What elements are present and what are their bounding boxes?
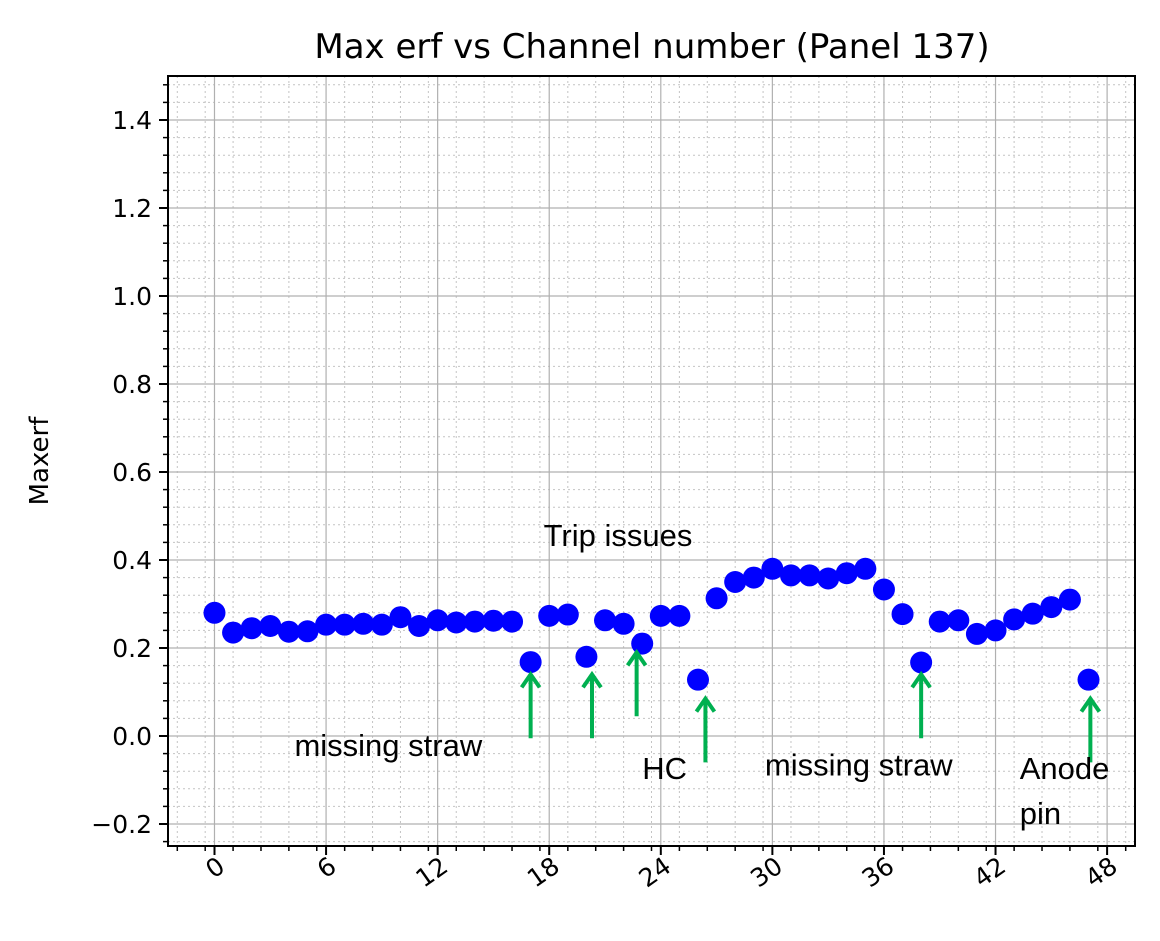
data-points xyxy=(203,557,1100,691)
x-tick-label: 42 xyxy=(968,851,1011,893)
annotation-arrow xyxy=(1079,695,1102,763)
data-point xyxy=(649,604,672,627)
data-point xyxy=(408,615,431,637)
data-point xyxy=(631,632,654,655)
y-tick-label: 1.2 xyxy=(112,194,152,223)
data-point xyxy=(1021,602,1044,625)
data-point xyxy=(854,557,877,580)
minor-grid xyxy=(168,76,1135,846)
y-tick-label: −0.2 xyxy=(91,810,152,839)
data-point xyxy=(1058,588,1081,611)
data-point xyxy=(798,564,821,587)
y-tick-labels: −0.2 0.0 0.2 0.4 0.6 0.8 1.0 1.2 1.4 xyxy=(91,106,152,839)
data-point xyxy=(705,587,728,610)
x-tick-labels: 0 6 12 18 24 30 36 42 48 xyxy=(200,851,1122,893)
data-point xyxy=(965,622,988,645)
x-tick-label: 18 xyxy=(522,851,565,893)
annotation-arrow xyxy=(910,670,932,739)
data-point xyxy=(1040,596,1063,619)
data-point xyxy=(947,609,970,632)
annotation-label: HC xyxy=(642,751,687,786)
data-point xyxy=(686,668,709,691)
annotation-label: missing straw xyxy=(294,728,482,763)
data-point xyxy=(482,609,505,632)
y-tick-label: 1.0 xyxy=(112,282,152,311)
data-point xyxy=(240,617,263,640)
y-tick-label: 1.4 xyxy=(112,106,152,135)
data-point xyxy=(910,651,933,674)
y-tick-label: 0.0 xyxy=(112,722,152,751)
data-point xyxy=(612,612,635,635)
data-point xyxy=(222,621,245,644)
plot-frame xyxy=(167,75,1136,847)
annotation-arrow xyxy=(694,695,717,763)
annotation-labels: missing straw Trip issues HC missing straw A… xyxy=(294,518,1109,831)
data-point xyxy=(370,613,393,636)
annotation-label: missing straw xyxy=(765,748,953,783)
data-point xyxy=(984,619,1007,642)
data-point xyxy=(872,578,895,601)
data-point xyxy=(445,611,468,634)
data-point xyxy=(389,606,412,629)
annotation-label: Trip issues xyxy=(544,518,693,553)
y-tick-label: 0.4 xyxy=(112,546,152,575)
major-grid xyxy=(168,76,1135,846)
data-point xyxy=(277,620,300,643)
data-point xyxy=(519,651,542,674)
y-tick-label: 0.6 xyxy=(112,458,152,487)
annotation-arrows xyxy=(519,648,1102,763)
data-point xyxy=(426,609,449,632)
annotation-label: Anode xyxy=(1020,751,1110,786)
data-point xyxy=(296,620,319,643)
data-point xyxy=(352,612,375,635)
annotation-arrow xyxy=(519,670,542,739)
data-point xyxy=(1003,608,1026,631)
data-point xyxy=(203,601,226,624)
x-tick-label: 24 xyxy=(634,851,677,893)
data-point xyxy=(668,604,691,627)
x-tick-label: 0 xyxy=(200,851,230,884)
data-point xyxy=(333,613,356,636)
data-point xyxy=(928,610,951,633)
x-tick-label: 30 xyxy=(745,851,788,893)
x-tick-label: 36 xyxy=(857,851,900,893)
data-point xyxy=(575,645,598,668)
x-tick-label: 6 xyxy=(312,851,342,884)
x-tick-label: 12 xyxy=(410,851,453,893)
data-point xyxy=(817,567,840,590)
y-tick-label: 0.8 xyxy=(112,370,152,399)
y-tick-label: 0.2 xyxy=(112,634,152,663)
annotation-label: pin xyxy=(1020,796,1061,831)
x-tick-label: 48 xyxy=(1080,851,1123,893)
data-point xyxy=(556,603,579,626)
data-point xyxy=(501,610,524,633)
data-point xyxy=(761,557,784,580)
annotation-arrow xyxy=(581,670,603,739)
data-point xyxy=(594,609,617,632)
data-point xyxy=(463,610,486,633)
data-point xyxy=(315,613,338,636)
data-point xyxy=(259,615,282,637)
chart-title: Max erf vs Channel number (Panel 137) xyxy=(314,27,989,67)
data-point xyxy=(538,604,561,627)
data-point xyxy=(835,562,858,585)
data-point xyxy=(742,566,765,589)
data-point xyxy=(779,564,802,587)
data-point xyxy=(1077,668,1100,691)
data-point xyxy=(891,603,914,626)
annotation-arrow xyxy=(625,648,648,717)
y-axis-label: Maxerf xyxy=(25,416,55,506)
data-point xyxy=(724,571,747,593)
